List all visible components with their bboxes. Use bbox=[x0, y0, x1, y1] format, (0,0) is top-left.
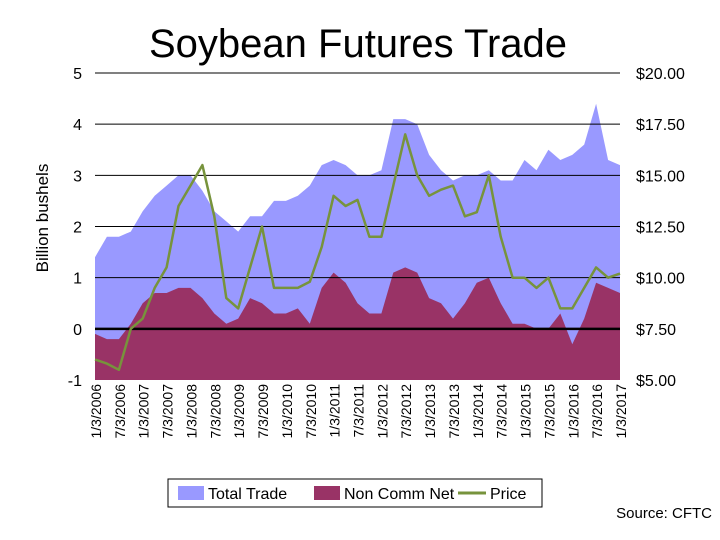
x-tick-label: 7/3/2015 bbox=[541, 384, 557, 439]
x-tick-label: 1/3/2014 bbox=[470, 384, 486, 439]
y-tick-label: -1 bbox=[68, 373, 82, 390]
x-tick-label: 7/3/2009 bbox=[255, 384, 271, 439]
y2-tick-label: $20.00 bbox=[636, 66, 685, 83]
legend-swatch-non-comm-net bbox=[314, 486, 340, 500]
legend-label-price: Price bbox=[490, 486, 527, 503]
y-axis-label: Billion bushels bbox=[33, 164, 52, 273]
y2-tick-label: $5.00 bbox=[636, 373, 676, 390]
x-tick-label: 7/3/2013 bbox=[446, 384, 462, 439]
x-tick-label: 1/3/2008 bbox=[183, 384, 199, 439]
y-tick-label: 2 bbox=[73, 220, 82, 237]
x-tick-label: 7/3/2016 bbox=[589, 384, 605, 439]
y2-tick-label: $7.50 bbox=[636, 322, 676, 339]
legend-label-non-comm-net: Non Comm Net bbox=[344, 486, 455, 503]
y-tick-label: 1 bbox=[73, 271, 82, 288]
x-tick-label: 7/3/2010 bbox=[303, 384, 319, 439]
x-tick-label: 7/3/2012 bbox=[398, 384, 414, 439]
legend-label-total-trade: Total Trade bbox=[208, 486, 287, 503]
x-tick-label: 7/3/2007 bbox=[160, 384, 176, 439]
x-tick-label: 1/3/2017 bbox=[613, 384, 629, 439]
y2-tick-label: $10.00 bbox=[636, 271, 685, 288]
y-tick-label: 4 bbox=[73, 117, 82, 134]
x-tick-label: 1/3/2013 bbox=[422, 384, 438, 439]
x-tick-label: 1/3/2011 bbox=[327, 384, 343, 438]
chart-title: Soybean Futures Trade bbox=[148, 22, 568, 66]
y2-tick-label: $15.00 bbox=[636, 168, 685, 185]
x-tick-label: 1/3/2006 bbox=[88, 384, 104, 439]
x-tick-label: 1/3/2010 bbox=[279, 384, 295, 439]
x-tick-label: 7/3/2014 bbox=[494, 384, 510, 439]
x-tick-label: 1/3/2009 bbox=[231, 384, 247, 439]
y-tick-label: 3 bbox=[73, 168, 82, 185]
x-tick-label: 7/3/2011 bbox=[351, 384, 367, 438]
y-tick-label: 5 bbox=[73, 66, 82, 83]
y-tick-label: 0 bbox=[73, 322, 82, 339]
x-tick-label: 1/3/2012 bbox=[374, 384, 390, 439]
source-note: Source: CFTC bbox=[616, 505, 712, 522]
x-tick-label: 1/3/2016 bbox=[565, 384, 581, 439]
y2-tick-label: $12.50 bbox=[636, 220, 685, 237]
series-non-comm-net-area bbox=[95, 267, 620, 380]
x-tick-label: 7/3/2006 bbox=[112, 384, 128, 439]
x-tick-label: 7/3/2008 bbox=[207, 384, 223, 439]
x-tick-label: 1/3/2007 bbox=[136, 384, 152, 439]
x-tick-label: 1/3/2015 bbox=[518, 384, 534, 439]
series-price-line bbox=[94, 133, 621, 372]
legend-swatch-total-trade bbox=[178, 486, 204, 500]
y2-tick-label: $17.50 bbox=[636, 117, 685, 134]
